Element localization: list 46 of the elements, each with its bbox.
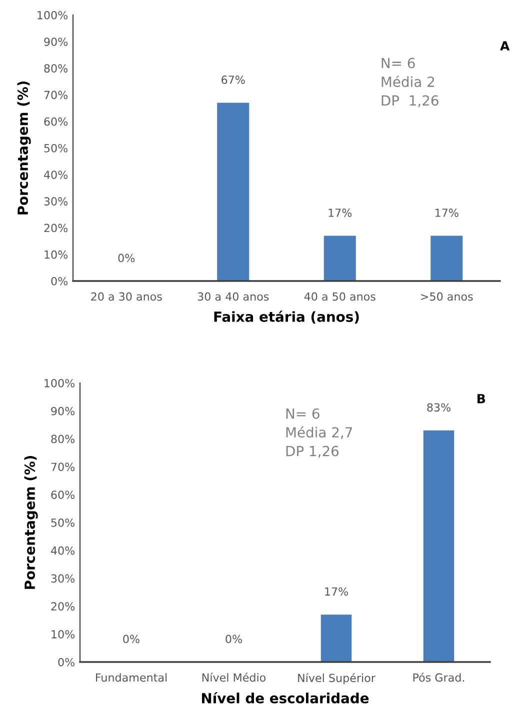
y-tick-label: 90% (44, 38, 68, 46)
data-label: 0% (118, 254, 135, 262)
annotation: N= 6 Média 2 DP 1,26 (382, 58, 438, 108)
y-axis-title: Porcentagem (%) (24, 456, 38, 589)
y-tick-label: 0% (58, 658, 75, 666)
y-tick-label: 50% (51, 518, 75, 527)
y-tick-label: 10% (52, 630, 75, 638)
data-label: 17% (435, 208, 458, 217)
y-tick-label: 90% (51, 406, 75, 416)
y-tick-label: 40% (44, 170, 68, 179)
x-axis-title: Nível de escolaridade (202, 692, 369, 704)
data-label: 17% (328, 208, 352, 217)
x-tick-label: 40 a 50 anos (304, 292, 376, 301)
x-tick-label: Pós Grad. (413, 672, 464, 682)
y-tick-label: 10% (44, 250, 68, 259)
y-tick-label: 70% (44, 90, 68, 100)
y-axis-title: Porcentagem (%) (17, 81, 31, 214)
y-tick-label: 60% (51, 490, 75, 499)
data-label: 0% (123, 634, 140, 644)
x-tick-label: 30 a 40 anos (198, 292, 269, 301)
y-tick-label: 30% (44, 197, 68, 206)
y-tick-label: 50% (44, 144, 68, 152)
y-tick-label: 20% (51, 602, 75, 611)
x-tick-label: >50 anos (421, 292, 473, 301)
annotation: N= 6 Média 2,7 DP 1,26 (286, 408, 352, 458)
y-tick-label: 100% (44, 378, 75, 388)
y-tick-label: 80% (44, 64, 68, 73)
data-label: 0% (226, 634, 242, 644)
data-label: 17% (325, 587, 348, 596)
y-tick-label: 40% (50, 546, 75, 555)
text: A (500, 41, 510, 50)
x-tick-label: Nível Médio (202, 672, 266, 682)
x-tick-label: 20 a 30 anos (91, 292, 162, 301)
y-tick-label: 30% (51, 574, 75, 583)
data-label: 83% (427, 403, 450, 412)
y-tick-label: 70% (51, 462, 75, 472)
x-axis-title: Faixa etária (anos) (214, 310, 359, 324)
x-tick-label: Nível Supérior (298, 673, 376, 684)
y-tick-label: 100% (38, 10, 68, 20)
y-tick-label: 20% (44, 224, 68, 232)
data-label: 67% (222, 76, 245, 84)
x-tick-label: Fundamental (96, 673, 167, 682)
y-tick-label: 0% (51, 276, 68, 286)
annotation: B (478, 394, 486, 404)
y-tick-label: 60% (44, 117, 68, 126)
y-tick-label: 80% (51, 434, 75, 444)
